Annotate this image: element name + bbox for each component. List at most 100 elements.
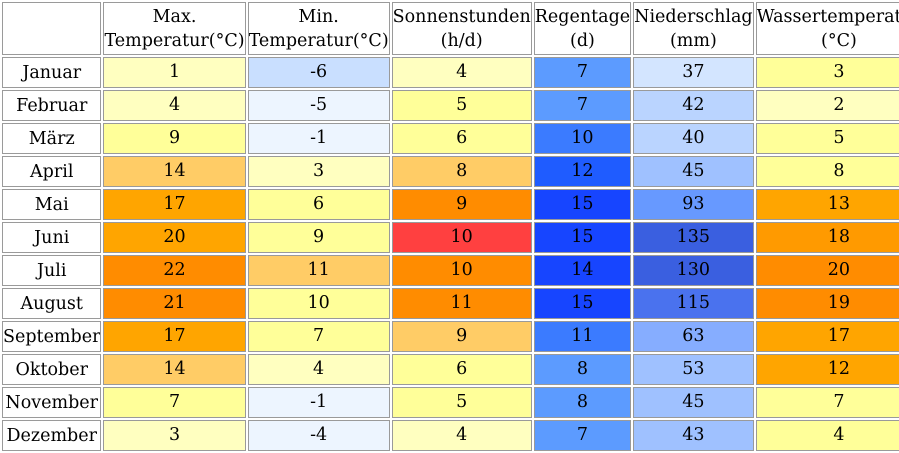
header-row: Max. Temperatur(°C) Min. Temperatur(°C) So… (2, 2, 899, 55)
month-label: Mai (2, 189, 102, 220)
table-row: März 9 -1 6 10 40 5 (2, 123, 899, 154)
cell-sun-hours: 11 (391, 288, 532, 319)
cell-min-temp: 3 (247, 156, 390, 187)
cell-max-temp: 3 (103, 420, 246, 451)
cell-water-temp: 2 (755, 90, 899, 121)
table-row: Februar 4 -5 5 7 42 2 (2, 90, 899, 121)
header-sun-hours: Sonnenstunden (h/d) (391, 2, 532, 55)
month-label: November (2, 387, 102, 418)
cell-sun-hours: 4 (391, 420, 532, 451)
cell-precipitation: 63 (633, 321, 754, 352)
cell-rain-days: 7 (533, 57, 632, 88)
month-label: März (2, 123, 102, 154)
header-rain-days: Regentage (d) (533, 2, 632, 55)
table-row: August 21 10 11 15 115 19 (2, 288, 899, 319)
cell-precipitation: 135 (633, 222, 754, 253)
cell-precipitation: 45 (633, 387, 754, 418)
cell-min-temp: -1 (247, 123, 390, 154)
cell-min-temp: 6 (247, 189, 390, 220)
header-max-temp: Max. Temperatur(°C) (103, 2, 246, 55)
cell-water-temp: 13 (755, 189, 899, 220)
table-row: Januar 1 -6 4 7 37 3 (2, 57, 899, 88)
cell-max-temp: 1 (103, 57, 246, 88)
cell-max-temp: 14 (103, 354, 246, 385)
cell-precipitation: 130 (633, 255, 754, 286)
cell-rain-days: 15 (533, 222, 632, 253)
cell-rain-days: 7 (533, 90, 632, 121)
table-row: Juli 22 11 10 14 130 20 (2, 255, 899, 286)
cell-min-temp: -6 (247, 57, 390, 88)
cell-precipitation: 37 (633, 57, 754, 88)
cell-min-temp: -5 (247, 90, 390, 121)
cell-min-temp: 11 (247, 255, 390, 286)
cell-water-temp: 4 (755, 420, 899, 451)
cell-rain-days: 14 (533, 255, 632, 286)
header-water-temp: Wassertemperatur(°C) (755, 2, 899, 55)
cell-max-temp: 21 (103, 288, 246, 319)
cell-rain-days: 7 (533, 420, 632, 451)
cell-min-temp: -4 (247, 420, 390, 451)
cell-sun-hours: 6 (391, 123, 532, 154)
header-precipitation: Niederschlag (mm) (633, 2, 754, 55)
cell-precipitation: 42 (633, 90, 754, 121)
month-label: Dezember (2, 420, 102, 451)
cell-water-temp: 7 (755, 387, 899, 418)
cell-sun-hours: 5 (391, 90, 532, 121)
cell-min-temp: 9 (247, 222, 390, 253)
cell-sun-hours: 6 (391, 354, 532, 385)
cell-water-temp: 5 (755, 123, 899, 154)
cell-precipitation: 53 (633, 354, 754, 385)
cell-water-temp: 8 (755, 156, 899, 187)
cell-max-temp: 4 (103, 90, 246, 121)
table-row: Mai 17 6 9 15 93 13 (2, 189, 899, 220)
cell-water-temp: 18 (755, 222, 899, 253)
table-row: September 17 7 9 11 63 17 (2, 321, 899, 352)
month-label: April (2, 156, 102, 187)
cell-rain-days: 15 (533, 288, 632, 319)
cell-max-temp: 17 (103, 321, 246, 352)
cell-min-temp: 10 (247, 288, 390, 319)
table-row: April 14 3 8 12 45 8 (2, 156, 899, 187)
table-row: Juni 20 9 10 15 135 18 (2, 222, 899, 253)
header-min-temp: Min. Temperatur(°C) (247, 2, 390, 55)
cell-rain-days: 12 (533, 156, 632, 187)
cell-sun-hours: 4 (391, 57, 532, 88)
table-row: Dezember 3 -4 4 7 43 4 (2, 420, 899, 451)
cell-precipitation: 115 (633, 288, 754, 319)
cell-rain-days: 15 (533, 189, 632, 220)
cell-max-temp: 22 (103, 255, 246, 286)
cell-min-temp: 7 (247, 321, 390, 352)
cell-max-temp: 7 (103, 387, 246, 418)
cell-rain-days: 8 (533, 387, 632, 418)
cell-min-temp: 4 (247, 354, 390, 385)
cell-max-temp: 9 (103, 123, 246, 154)
cell-water-temp: 19 (755, 288, 899, 319)
cell-rain-days: 11 (533, 321, 632, 352)
cell-precipitation: 93 (633, 189, 754, 220)
cell-sun-hours: 10 (391, 255, 532, 286)
cell-rain-days: 10 (533, 123, 632, 154)
month-label: August (2, 288, 102, 319)
table-row: Oktober 14 4 6 8 53 12 (2, 354, 899, 385)
cell-sun-hours: 9 (391, 189, 532, 220)
cell-max-temp: 17 (103, 189, 246, 220)
month-label: Oktober (2, 354, 102, 385)
cell-sun-hours: 5 (391, 387, 532, 418)
cell-sun-hours: 8 (391, 156, 532, 187)
cell-precipitation: 43 (633, 420, 754, 451)
month-label: September (2, 321, 102, 352)
cell-water-temp: 12 (755, 354, 899, 385)
cell-water-temp: 3 (755, 57, 899, 88)
cell-max-temp: 20 (103, 222, 246, 253)
cell-min-temp: -1 (247, 387, 390, 418)
cell-precipitation: 40 (633, 123, 754, 154)
cell-max-temp: 14 (103, 156, 246, 187)
cell-precipitation: 45 (633, 156, 754, 187)
cell-water-temp: 20 (755, 255, 899, 286)
table-row: November 7 -1 5 8 45 7 (2, 387, 899, 418)
month-label: Januar (2, 57, 102, 88)
cell-rain-days: 8 (533, 354, 632, 385)
cell-sun-hours: 9 (391, 321, 532, 352)
cell-sun-hours: 10 (391, 222, 532, 253)
